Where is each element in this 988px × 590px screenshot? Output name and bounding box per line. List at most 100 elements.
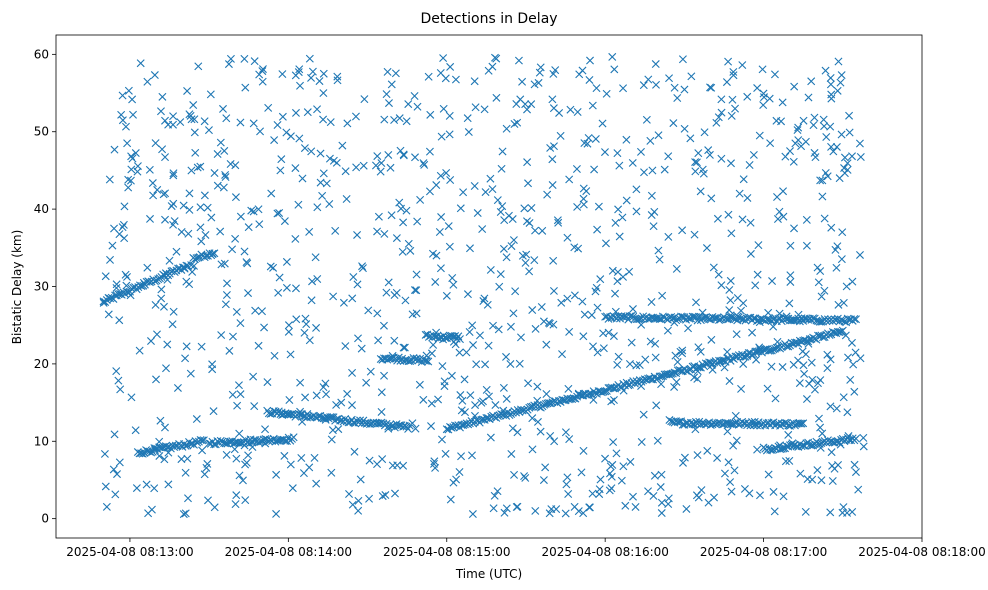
noise-point xyxy=(834,57,843,66)
noise-point xyxy=(785,421,794,429)
noise-point xyxy=(291,108,300,117)
noise-point xyxy=(684,324,693,333)
noise-point xyxy=(664,494,673,503)
noise-point xyxy=(546,432,555,440)
track-point xyxy=(558,395,567,404)
noise-point xyxy=(462,348,471,357)
noise-point xyxy=(647,298,656,307)
noise-point xyxy=(298,174,307,183)
noise-point xyxy=(727,229,736,238)
noise-point xyxy=(782,312,791,321)
noise-point xyxy=(204,126,213,135)
noise-point xyxy=(305,227,314,236)
noise-point xyxy=(702,244,711,253)
noise-point xyxy=(221,300,230,309)
noise-point xyxy=(408,419,417,428)
noise-point xyxy=(508,424,517,433)
noise-point xyxy=(470,411,479,420)
track-point xyxy=(721,418,730,427)
noise-point xyxy=(515,359,524,368)
noise-point xyxy=(632,207,641,216)
noise-point xyxy=(194,62,203,71)
noise-point xyxy=(460,375,469,384)
noise-point xyxy=(644,75,653,84)
noise-point xyxy=(775,309,784,318)
noise-point xyxy=(693,367,702,376)
noise-point xyxy=(206,90,215,99)
noise-point xyxy=(776,441,785,450)
noise-point xyxy=(551,66,560,75)
noise-point xyxy=(416,195,425,204)
noise-point xyxy=(539,476,548,485)
noise-point xyxy=(224,60,233,69)
noise-point xyxy=(738,61,747,70)
noise-point xyxy=(112,280,121,289)
noise-point xyxy=(521,258,530,267)
noise-point xyxy=(784,430,793,439)
noise-point xyxy=(113,470,122,479)
noise-point xyxy=(563,473,572,482)
noise-point xyxy=(724,210,733,219)
noise-point xyxy=(564,490,573,498)
noise-point xyxy=(826,508,835,517)
noise-point xyxy=(378,492,387,501)
noise-point xyxy=(601,454,610,463)
noise-point xyxy=(143,263,152,272)
noise-point xyxy=(151,139,160,148)
noise-point xyxy=(808,475,817,484)
noise-point xyxy=(470,77,479,86)
noise-point xyxy=(693,451,702,460)
noise-point xyxy=(794,123,803,132)
noise-point xyxy=(203,496,212,505)
noise-point xyxy=(386,163,395,172)
noise-point xyxy=(354,496,363,505)
noise-point xyxy=(145,165,154,174)
noise-point xyxy=(412,355,421,364)
noise-point xyxy=(602,89,611,98)
noise-point xyxy=(570,291,579,300)
track-point xyxy=(766,316,775,325)
track-point xyxy=(797,442,806,451)
track-point xyxy=(447,331,456,340)
noise-point xyxy=(735,189,744,198)
noise-point xyxy=(614,205,623,214)
noise-point xyxy=(404,239,413,248)
noise-point xyxy=(377,407,386,416)
noise-point xyxy=(821,66,830,75)
noise-point xyxy=(723,347,732,356)
noise-point xyxy=(680,453,689,462)
noise-point xyxy=(315,77,324,86)
noise-point xyxy=(196,162,205,171)
noise-point xyxy=(110,145,119,154)
noise-point xyxy=(273,121,282,129)
noise-point xyxy=(411,153,420,162)
track-point xyxy=(196,435,205,444)
noise-point xyxy=(326,118,335,127)
noise-point xyxy=(726,276,735,285)
noise-point xyxy=(712,118,721,127)
noise-point xyxy=(651,353,660,362)
noise-point xyxy=(472,360,481,369)
noise-point xyxy=(169,120,177,129)
noise-point xyxy=(647,211,656,220)
noise-point xyxy=(678,226,687,235)
noise-point xyxy=(384,99,393,108)
noise-point xyxy=(799,116,808,125)
noise-point xyxy=(733,312,742,321)
noise-point xyxy=(590,165,599,174)
noise-point xyxy=(614,352,623,361)
noise-point xyxy=(298,417,307,426)
noise-point xyxy=(657,509,666,518)
noise-point xyxy=(139,278,148,287)
noise-point xyxy=(410,91,419,100)
noise-point xyxy=(653,436,662,445)
noise-point xyxy=(475,331,484,340)
noise-point xyxy=(657,380,666,389)
noise-point xyxy=(642,115,651,124)
noise-point xyxy=(172,247,181,256)
noise-point xyxy=(222,291,231,299)
noise-point xyxy=(692,298,700,307)
noise-point xyxy=(165,256,174,265)
noise-point xyxy=(823,364,832,373)
noise-point xyxy=(840,153,849,162)
